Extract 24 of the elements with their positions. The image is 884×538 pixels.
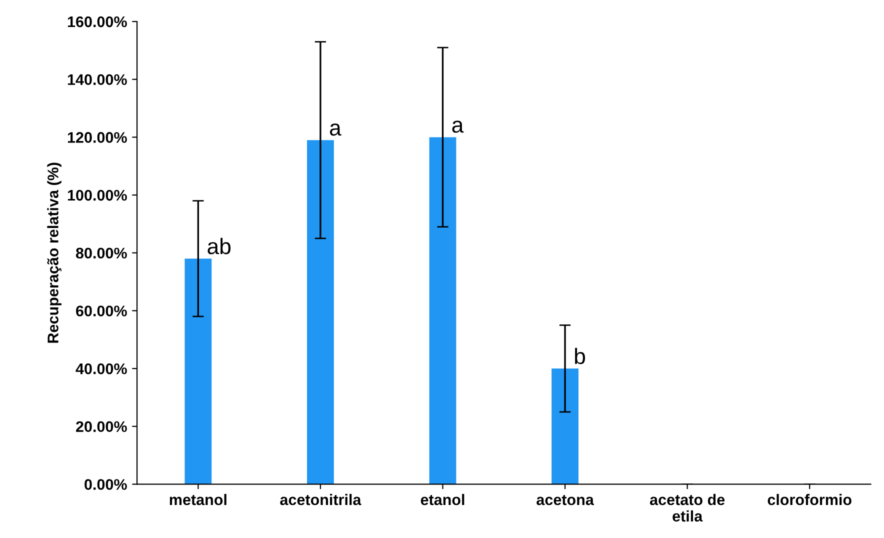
bar — [429, 137, 456, 484]
y-tick-label: 140.00% — [68, 74, 127, 86]
y-tick-label: 120.00% — [68, 132, 127, 143]
annotation: ab — [208, 238, 231, 254]
x-tick-label: acetonitrila — [280, 494, 362, 506]
annotation: a — [452, 120, 464, 133]
x-tick-label: metanol — [170, 494, 226, 506]
y-tick-label: 20.00% — [76, 421, 127, 432]
annotation: b — [575, 348, 586, 364]
x-tick-label: acetato de etila — [650, 494, 725, 522]
y-tick-label: 0.00% — [84, 479, 127, 490]
bar — [552, 368, 578, 484]
y-tick-label: 160.00% — [68, 16, 127, 28]
y-tick-label: 80.00% — [76, 248, 127, 259]
bar — [184, 258, 212, 484]
x-tick-label: acetona — [536, 495, 594, 506]
y-axis-title: Recuperação relativa (%) — [47, 162, 62, 343]
y-tick-label: 40.00% — [76, 363, 127, 374]
x-tick-label: etanol — [420, 494, 464, 506]
x-tick-label: cloroformio — [768, 494, 852, 506]
bar — [307, 140, 334, 484]
annotation: a — [330, 124, 342, 136]
y-tick-label: 60.00% — [76, 306, 127, 316]
y-tick-label: 100.00% — [68, 190, 127, 201]
